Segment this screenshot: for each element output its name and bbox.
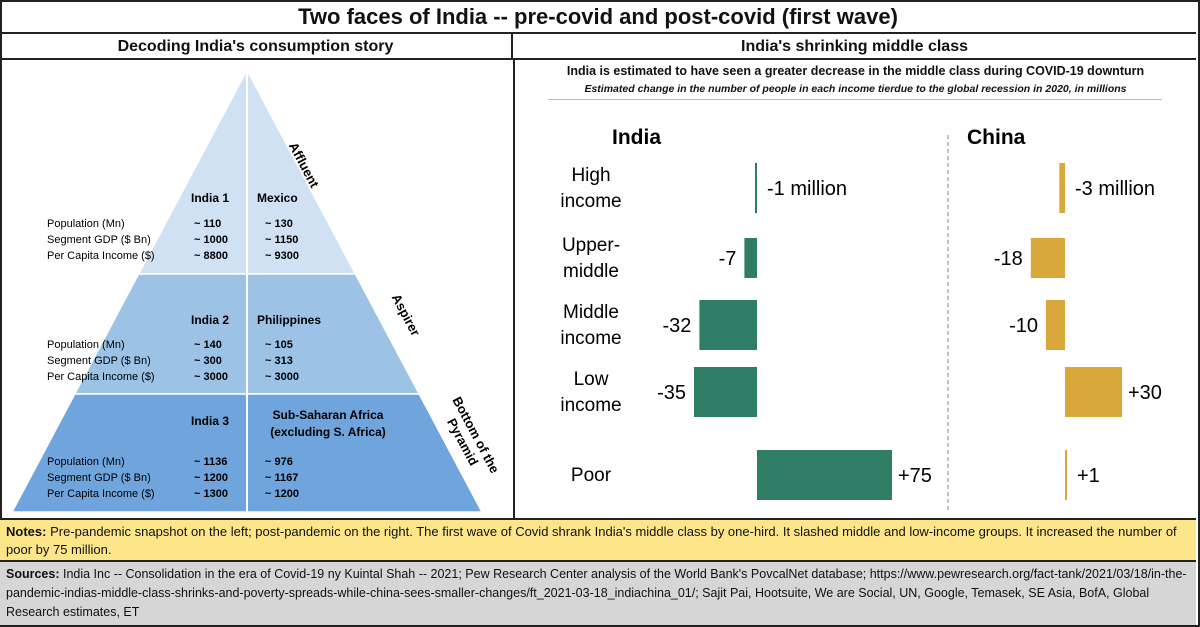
right-panel-title: India's shrinking middle class [513,34,1196,60]
chart-subtitle-rule [548,99,1162,100]
metric-row-label: Segment GDP ($ Bn) [47,472,151,484]
category-label: Upper-middle [562,235,620,282]
india-bar [755,163,757,213]
notes-text: Pre-pandemic snapshot on the left; post-… [6,524,1177,557]
peer-metric-value: ~ 1150 [265,234,298,246]
metric-row-label: Population (Mn) [47,456,125,468]
sources-box: Sources: India Inc -- Consolidation in t… [0,562,1196,625]
india-bar [699,300,757,350]
left-panel-title: Decoding India's consumption story [0,34,513,60]
metric-row-label: Population (Mn) [47,218,125,230]
india-tier-label: India 2 [191,313,229,327]
india-metric-value: ~ 1136 [194,456,227,468]
series-header-india: India [612,126,661,149]
peer-metric-value: ~ 3000 [265,371,299,383]
category-label: Low income [560,369,621,416]
category-label: Middle income [560,302,621,349]
peer-country-label: Sub-Saharan Africa [273,408,384,422]
india-metric-value: ~ 300 [194,355,222,367]
peer-metric-value: ~ 105 [265,339,293,351]
peer-metric-value: ~ 9300 [265,250,299,262]
peer-metric-value: ~ 313 [265,355,293,367]
panel-divider [513,60,515,518]
india-tier-label: India 3 [191,414,229,428]
notes-label: Notes: [6,524,47,539]
china-data-label: +30 [1128,382,1162,404]
notes-box: Notes: Pre-pandemic snapshot on the left… [0,518,1196,562]
metric-row-label: Per Capita Income ($) [47,488,155,500]
india-bar [694,367,757,417]
china-data-label: +1 [1077,465,1100,487]
metric-row-label: Population (Mn) [47,339,125,351]
series-header-china: China [967,126,1026,149]
category-label: High income [560,165,621,212]
india-metric-value: ~ 1000 [194,234,228,246]
india-data-label: -32 [662,315,691,337]
india-bar [757,450,892,500]
china-data-label: -10 [1009,315,1038,337]
peer-country-label: Mexico [257,191,298,205]
sources-label: Sources: [6,567,60,581]
india-metric-value: ~ 110 [194,218,221,230]
chart-subtitle: Estimated change in the number of people… [584,83,1127,95]
china-data-label: -18 [994,248,1023,270]
china-bar [1065,367,1122,417]
peer-metric-value: ~ 1167 [265,472,298,484]
china-bar [1059,163,1065,213]
peer-country-label: (excluding S. Africa) [270,425,386,439]
india-metric-value: ~ 1300 [194,488,228,500]
peer-country-label: Philippines [257,313,321,327]
peer-metric-value: ~ 976 [265,456,293,468]
india-data-label: -1 million [767,178,847,200]
metric-row-label: Per Capita Income ($) [47,371,155,383]
china-bar [1065,450,1067,500]
category-label: Poor [571,465,612,486]
metric-row-label: Segment GDP ($ Bn) [47,234,151,246]
india-tier-label: India 1 [191,191,229,205]
india-metric-value: ~ 8800 [194,250,228,262]
peer-metric-value: ~ 130 [265,218,293,230]
main-title: Two faces of India -- pre-covid and post… [0,0,1196,34]
metric-row-label: Per Capita Income ($) [47,250,155,262]
india-data-label: -7 [719,248,737,270]
sources-text: India Inc -- Consolidation in the era of… [6,567,1187,619]
india-metric-value: ~ 3000 [194,371,228,383]
china-bar [1030,238,1065,278]
peer-metric-value: ~ 1200 [265,488,299,500]
india-bar [744,238,757,278]
pyramid-tier-name: Aspirer [389,291,424,338]
india-data-label: +75 [898,465,932,487]
india-data-label: -35 [657,382,686,404]
india-metric-value: ~ 140 [194,339,222,351]
metric-row-label: Segment GDP ($ Bn) [47,355,151,367]
china-data-label: -3 million [1075,178,1155,200]
chart-title: India is estimated to have seen a greate… [566,64,1145,78]
india-metric-value: ~ 1200 [194,472,228,484]
income-tier-bar-chart: India China High income Upper-middle Middle in… [560,126,1162,512]
china-bar [1046,300,1065,350]
